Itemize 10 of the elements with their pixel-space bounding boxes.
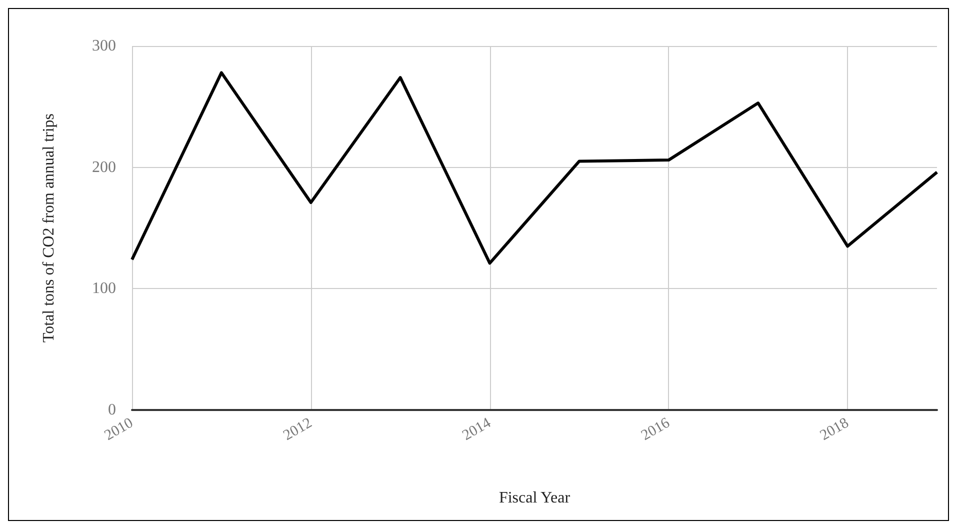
x-tick-label: 2016: [638, 414, 674, 444]
y-tick-label: 200: [92, 158, 116, 176]
y-tick-label: 300: [92, 38, 116, 54]
x-tick-label: 2012: [280, 415, 315, 444]
x-tick-label: 2018: [818, 415, 852, 444]
x-tick-label: 2014: [460, 414, 494, 444]
y-axis-title: Total tons of CO2 from annual trips: [40, 113, 58, 343]
x-axis-title: Fiscal Year: [498, 490, 571, 506]
line-series: [130, 71, 938, 265]
y-tick-label: 100: [92, 280, 116, 298]
